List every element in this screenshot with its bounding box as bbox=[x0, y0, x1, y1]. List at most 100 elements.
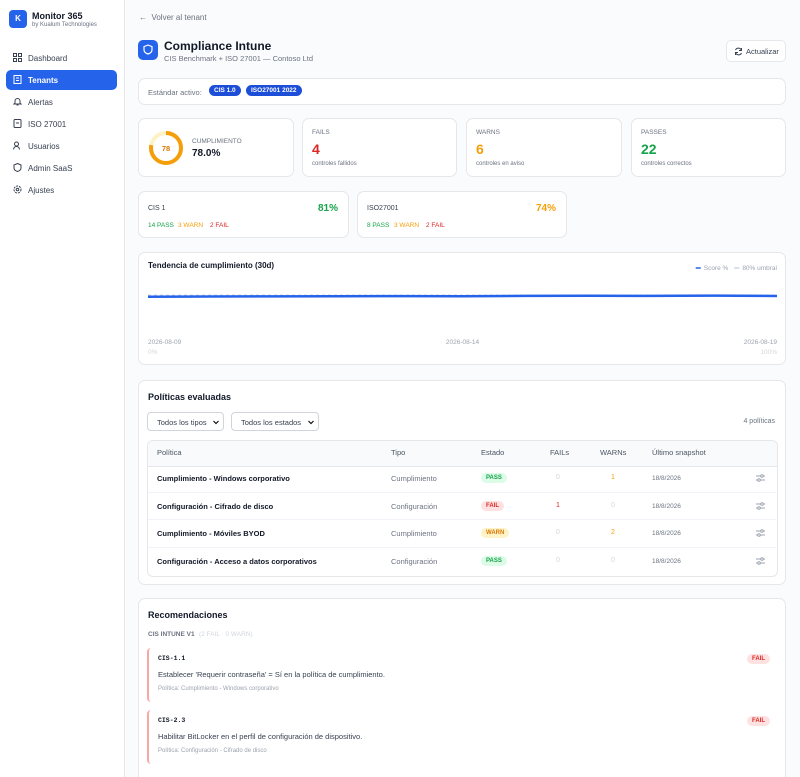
policy-type: Cumplimiento bbox=[391, 474, 437, 483]
policy-name: Cumplimiento - Windows corporativo bbox=[157, 474, 290, 483]
recommendation: CIS-2.3 FAIL Habilitar BitLocker en el p… bbox=[147, 710, 779, 764]
control-code: CIS-2.3 bbox=[158, 717, 186, 724]
policy-name: Configuración - Acceso a datos corporati… bbox=[157, 557, 317, 566]
kpi-card: FAILS 4 controles fallidos bbox=[302, 118, 457, 177]
x-tick-label: 2026-08-14 bbox=[446, 339, 480, 346]
status-badge: WARN bbox=[481, 528, 510, 538]
gauge bbox=[149, 131, 183, 165]
nav-label: Ajustes bbox=[28, 186, 55, 195]
nav-item[interactable]: Admin SaaS bbox=[6, 158, 117, 178]
nav-label: Dashboard bbox=[28, 54, 68, 63]
nav-item[interactable]: Ajustes bbox=[6, 180, 117, 200]
policy-type: Configuración bbox=[391, 557, 438, 566]
logo: K bbox=[9, 10, 27, 28]
filter-select[interactable]: Todos los tipos bbox=[147, 412, 224, 431]
policy-count: 4 políticas bbox=[743, 418, 775, 425]
column-header: WARNs bbox=[600, 448, 627, 457]
standards-bar: Estándar activo: CIS 1.0 ISO27001 2022 bbox=[138, 78, 786, 105]
nav-item[interactable]: Tenants bbox=[6, 70, 117, 90]
kpi-label: PASSES bbox=[641, 129, 667, 136]
column-header: Tipo bbox=[391, 448, 406, 457]
legend-label: 80% umbral bbox=[742, 265, 777, 272]
nav-item[interactable]: ISO 27001 bbox=[6, 114, 117, 134]
framework-name: CIS 1 bbox=[148, 205, 166, 212]
x-tick-label: 2026-08-09 bbox=[148, 339, 182, 346]
page-subtitle: CIS Benchmark + ISO 27001 — Contoso Ltd bbox=[164, 54, 314, 63]
chart-title: Tendencia de cumplimiento (30d) bbox=[148, 261, 274, 270]
warn-count: 0 bbox=[611, 557, 615, 564]
kpi-card: WARNS 6 controles en aviso bbox=[466, 118, 622, 177]
kpi-value: 22 bbox=[641, 141, 657, 157]
row-action[interactable] bbox=[756, 557, 765, 565]
nav-item[interactable]: Dashboard bbox=[6, 48, 117, 68]
x-tick-label: 2026-08-19 bbox=[744, 339, 778, 346]
column-header: Último snapshot bbox=[652, 448, 706, 457]
nav-item[interactable]: Usuarios bbox=[6, 136, 117, 156]
framework-score: 74% bbox=[535, 203, 556, 214]
row-action[interactable] bbox=[756, 474, 765, 482]
recommendation-text: Establecer 'Requerir contraseña' = Sí en… bbox=[158, 670, 385, 679]
snapshot-date: 18/8/2026 bbox=[652, 475, 681, 482]
fail-count: 0 bbox=[556, 529, 560, 536]
control-code: CIS-1.1 bbox=[158, 655, 186, 662]
kpi-note: controles fallidos bbox=[312, 161, 357, 167]
trend-chart: Tendencia de cumplimiento (30d) 0% 100% 20… bbox=[147, 261, 778, 356]
framework-warn: 3 WARN bbox=[178, 222, 204, 229]
nav-label: Admin SaaS bbox=[28, 164, 73, 173]
row-divider bbox=[148, 547, 776, 548]
nav-label: ISO 27001 bbox=[28, 120, 67, 129]
nav-item[interactable]: Alertas bbox=[6, 92, 117, 112]
standard-chip[interactable]: ISO27001 2022 bbox=[246, 85, 302, 96]
framework-pass: 8 PASS bbox=[367, 222, 390, 229]
recommendation: CIS-1.1 FAIL Establecer 'Requerir contra… bbox=[147, 648, 779, 702]
warn-count: 1 bbox=[611, 474, 615, 481]
gauge-arc bbox=[149, 131, 183, 165]
y-tick-label: 100% bbox=[760, 349, 777, 356]
page-title: Compliance Intune bbox=[164, 39, 272, 53]
filter-select[interactable]: Todos los estados bbox=[231, 412, 319, 431]
filter-label: Todos los tipos bbox=[157, 418, 207, 427]
column-header: FAILs bbox=[550, 448, 570, 457]
framework-card[interactable]: CIS 1 81% 14 PASS 3 WARN 2 FAIL bbox=[138, 191, 349, 238]
gauge-value: 78 bbox=[161, 144, 171, 153]
table-header bbox=[148, 441, 777, 467]
legend-label: Score % bbox=[704, 265, 729, 272]
sidebar: K Monitor 365 by Kualum Technologies Das… bbox=[0, 0, 125, 777]
warn-count: 0 bbox=[611, 502, 615, 509]
nav-label: Alertas bbox=[28, 98, 53, 107]
snapshot-date: 18/8/2026 bbox=[652, 558, 681, 565]
compliance-card: 78 CUMPLIMIENTO 78.0% bbox=[138, 118, 294, 177]
status-badge: PASS bbox=[481, 556, 507, 566]
group-name: CIS INTUNE V1 bbox=[148, 631, 195, 638]
warn-count: 2 bbox=[611, 529, 615, 536]
trend-line bbox=[147, 294, 778, 298]
status-badge: FAIL bbox=[747, 716, 770, 726]
refresh-label: Actualizar bbox=[746, 47, 779, 56]
policy-table bbox=[147, 440, 778, 577]
brand-subtitle: by Kualum Technologies bbox=[32, 22, 97, 28]
framework-pass: 14 PASS bbox=[148, 222, 174, 229]
standard-chip[interactable]: CIS 1.0 bbox=[209, 85, 241, 96]
fail-count: 1 bbox=[556, 502, 560, 509]
framework-score: 81% bbox=[317, 203, 338, 214]
filter-label: Todos los estados bbox=[241, 418, 302, 427]
refresh-button[interactable]: Actualizar bbox=[726, 40, 786, 62]
snapshot-date: 18/8/2026 bbox=[652, 530, 681, 537]
policy-type: Cumplimiento bbox=[391, 529, 437, 538]
kpi-note: controles en aviso bbox=[476, 161, 525, 167]
row-action[interactable] bbox=[756, 529, 765, 537]
framework-card[interactable]: ISO27001 74% 8 PASS 3 WARN 2 FAIL bbox=[357, 191, 567, 238]
trend-card: Tendencia de cumplimiento (30d) 0% 100% 20… bbox=[138, 252, 786, 365]
row-action[interactable] bbox=[756, 502, 765, 510]
header-icon bbox=[138, 40, 158, 60]
column-header: Estado bbox=[481, 448, 505, 457]
standards-label: Estándar activo: bbox=[148, 88, 202, 97]
nav-label: Tenants bbox=[28, 76, 59, 85]
column-header: Política bbox=[157, 448, 182, 457]
back-link-text: Volver al tenant bbox=[151, 13, 207, 22]
recommendation-policy: Política: Cumplimiento - Windows corpora… bbox=[158, 686, 279, 692]
kpi-value: 78.0% bbox=[192, 148, 221, 159]
back-link[interactable]: ← Volver al tenant bbox=[139, 13, 207, 22]
